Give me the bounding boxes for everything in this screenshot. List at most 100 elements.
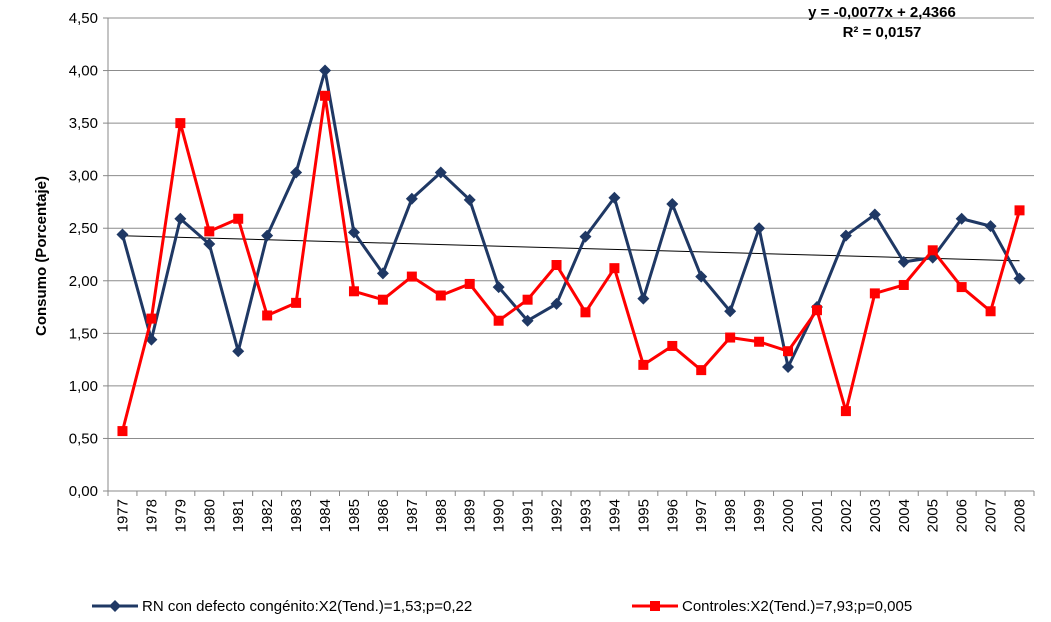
x-tick-label: 2002 xyxy=(838,499,855,532)
data-point-marker xyxy=(174,212,187,225)
data-point-marker xyxy=(204,226,215,237)
y-tick-label: 2,50 xyxy=(69,220,98,237)
data-point-marker xyxy=(637,292,650,305)
data-point-marker xyxy=(319,64,332,77)
data-point-marker xyxy=(320,90,331,101)
y-tick-label: 1,00 xyxy=(69,378,98,395)
x-tick-label: 2007 xyxy=(983,499,1000,532)
legend-diamond-marker xyxy=(109,600,121,612)
data-point-marker xyxy=(434,166,447,179)
data-point-marker xyxy=(724,305,737,318)
data-point-marker xyxy=(898,279,909,290)
series-line xyxy=(121,94,1021,432)
data-point-marker xyxy=(233,213,244,224)
data-point-marker xyxy=(406,271,417,282)
x-tick-label: 1979 xyxy=(172,499,189,532)
data-point-marker xyxy=(261,229,274,242)
x-tick-label: 1984 xyxy=(317,499,334,532)
x-tick-label: 1978 xyxy=(143,499,160,532)
x-tick-label: 1997 xyxy=(693,499,710,532)
x-tick-label: 2001 xyxy=(809,499,826,532)
x-tick-label: 1996 xyxy=(664,499,681,532)
y-tick-label: 2,00 xyxy=(69,273,98,290)
x-tick-label: 2003 xyxy=(867,499,884,532)
data-point-marker xyxy=(927,245,938,256)
data-point-marker xyxy=(638,359,649,370)
gridlines xyxy=(108,17,1034,439)
data-point-marker xyxy=(493,315,504,326)
data-point-marker xyxy=(145,333,158,346)
data-point-marker xyxy=(376,267,389,280)
data-point-marker xyxy=(290,166,303,179)
data-point-marker xyxy=(840,406,851,417)
x-tick-label: 2004 xyxy=(896,499,913,532)
data-point-marker xyxy=(955,212,968,225)
data-point-marker xyxy=(868,208,881,221)
x-tick-label: 1992 xyxy=(549,499,566,532)
x-tick-label: 1983 xyxy=(288,499,305,532)
data-point-marker xyxy=(521,314,534,327)
x-tick-label: 1991 xyxy=(520,499,537,532)
data-point-marker xyxy=(175,118,186,129)
data-point-marker xyxy=(551,260,562,271)
data-point-marker xyxy=(753,222,766,235)
series-2 xyxy=(117,90,1025,437)
data-point-marker xyxy=(522,294,533,305)
y-axis-label: Consumo (Porcentaje) xyxy=(33,176,50,336)
x-tick-label: 1985 xyxy=(346,499,363,532)
series-layer xyxy=(116,64,1026,437)
y-tick-label: 0,00 xyxy=(69,483,98,500)
data-point-marker xyxy=(492,281,505,294)
x-tick-label: 1994 xyxy=(606,499,623,532)
data-point-marker xyxy=(1014,205,1025,216)
x-tick-label: 1989 xyxy=(462,499,479,532)
legend-label-controles: Controles:X2(Tend.)=7,93;p=0,005 xyxy=(682,598,912,615)
data-point-marker xyxy=(985,306,996,317)
trendline-r-squared: R² = 0,0157 xyxy=(843,24,922,41)
x-tick-label: 2000 xyxy=(780,499,797,532)
x-tick-label: 1980 xyxy=(201,499,218,532)
x-tick-label: 1987 xyxy=(404,499,421,532)
y-tick-label: 3,50 xyxy=(69,115,98,132)
trendline xyxy=(122,235,1020,262)
y-axis-ticks: 0,00 0,50 1,00 1,50 2,00 2,50 3,00 3,50 4,00 4,50 xyxy=(69,10,108,500)
data-point-marker xyxy=(435,290,446,301)
y-tick-label: 3,00 xyxy=(69,168,98,185)
data-point-marker xyxy=(783,346,794,357)
y-tick-label: 1,50 xyxy=(69,325,98,342)
x-tick-label: 1990 xyxy=(491,499,508,532)
data-point-marker xyxy=(262,310,273,321)
data-point-marker xyxy=(782,360,795,373)
data-point-marker xyxy=(754,336,765,347)
y-tick-label: 4,00 xyxy=(69,63,98,80)
data-point-marker xyxy=(348,286,359,297)
data-point-marker xyxy=(609,263,620,274)
x-tick-label: 1998 xyxy=(722,499,739,532)
x-tick-label: 1995 xyxy=(635,499,652,532)
x-tick-label: 1981 xyxy=(230,499,247,532)
legend-label-rn: RN con defecto congénito:X2(Tend.)=1,53;… xyxy=(142,598,472,615)
data-point-marker xyxy=(839,229,852,242)
data-point-marker xyxy=(725,332,736,343)
data-point-marker xyxy=(405,192,418,205)
data-point-marker xyxy=(695,270,708,283)
data-point-marker xyxy=(291,297,302,308)
data-point-marker xyxy=(608,191,621,204)
data-point-marker xyxy=(984,220,997,233)
x-tick-label: 1982 xyxy=(259,499,276,532)
data-point-marker xyxy=(203,237,216,250)
data-point-marker xyxy=(377,294,388,305)
data-point-marker xyxy=(232,345,245,358)
x-tick-label: 2006 xyxy=(954,499,971,532)
trendline-equation: y = -0,0077x + 2,4366 xyxy=(808,4,956,21)
series-1 xyxy=(116,64,1026,373)
y-tick-label: 4,50 xyxy=(69,10,98,27)
x-tick-label: 1993 xyxy=(577,499,594,532)
x-axis-ticks: 1977 1978 1979 1980 1981 1982 1983 1984 1985 1986… xyxy=(107,491,1035,532)
legend: RN con defecto congénito:X2(Tend.)=1,53;… xyxy=(92,598,912,615)
data-point-marker xyxy=(579,230,592,243)
x-tick-label: 1986 xyxy=(375,499,392,532)
data-point-marker xyxy=(811,305,822,316)
x-tick-label: 1988 xyxy=(433,499,450,532)
data-point-marker xyxy=(550,297,563,310)
